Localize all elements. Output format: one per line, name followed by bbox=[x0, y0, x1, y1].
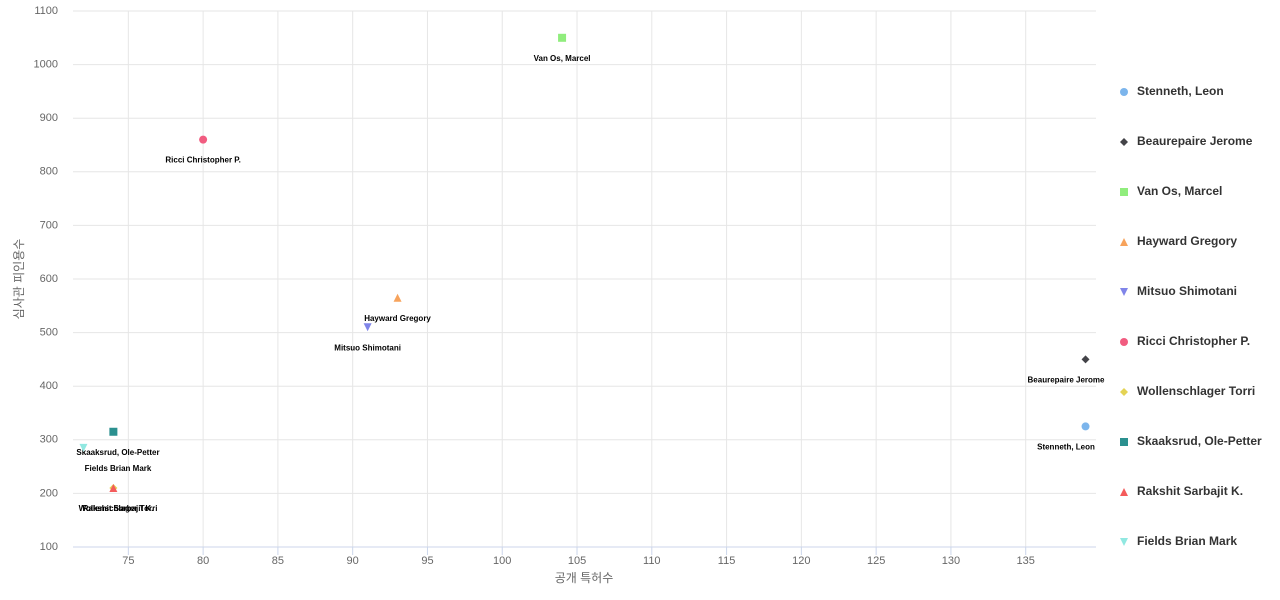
data-label: Beaurepaire Jerome bbox=[1028, 376, 1105, 385]
x-tick-label: 90 bbox=[347, 555, 359, 567]
x-tick-label: 130 bbox=[942, 555, 960, 567]
y-tick-label: 900 bbox=[40, 112, 58, 124]
legend-label: Van Os, Marcel bbox=[1137, 184, 1222, 198]
point bbox=[393, 293, 402, 302]
x-tick-label: 110 bbox=[643, 555, 661, 567]
y-tick-label: 800 bbox=[40, 166, 58, 178]
legend-marker bbox=[1120, 88, 1128, 96]
y-tick-label: 400 bbox=[40, 380, 58, 392]
legend-marker bbox=[1120, 338, 1128, 346]
x-tick-label: 120 bbox=[792, 555, 810, 567]
legend-marker bbox=[1120, 288, 1128, 296]
y-tick-label: 500 bbox=[40, 327, 58, 339]
legend-marker bbox=[1120, 138, 1128, 146]
x-axis-title: 공개 특허수 bbox=[555, 571, 614, 585]
x-tick-label: 135 bbox=[1017, 555, 1035, 567]
x-tick-label: 80 bbox=[197, 555, 209, 567]
y-tick-label: 100 bbox=[40, 541, 58, 553]
x-tick-label: 75 bbox=[122, 555, 134, 567]
data-label: Van Os, Marcel bbox=[534, 54, 591, 63]
y-tick-label: 200 bbox=[40, 487, 58, 499]
legend-label: Beaurepaire Jerome bbox=[1137, 134, 1253, 148]
point bbox=[109, 427, 118, 436]
point bbox=[558, 33, 567, 42]
y-tick-label: 600 bbox=[40, 273, 58, 285]
point bbox=[109, 484, 118, 493]
point bbox=[199, 135, 208, 144]
legend-marker bbox=[1120, 238, 1128, 246]
y-tick-label: 700 bbox=[40, 219, 58, 231]
x-tick-label: 125 bbox=[867, 555, 885, 567]
legend-marker bbox=[1120, 188, 1128, 196]
data-label: Wollenschlager Torri bbox=[79, 504, 158, 513]
data-label: Stenneth, Leon bbox=[1037, 443, 1095, 452]
legend-label: Skaaksrud, Ole-Petter bbox=[1137, 434, 1262, 448]
legend-marker bbox=[1120, 438, 1128, 446]
legend-label: Hayward Gregory bbox=[1137, 234, 1237, 248]
y-axis-title: 심사관 피인용수 bbox=[12, 239, 26, 320]
x-tick-label: 85 bbox=[272, 555, 284, 567]
data-label: Hayward Gregory bbox=[364, 314, 431, 323]
legend-marker bbox=[1120, 488, 1128, 496]
y-tick-label: 1100 bbox=[34, 5, 58, 17]
legend-label: Rakshit Sarbajit K. bbox=[1137, 484, 1243, 498]
legend-label: Stenneth, Leon bbox=[1137, 84, 1224, 98]
point bbox=[79, 443, 88, 452]
legend-marker bbox=[1120, 538, 1128, 546]
point bbox=[363, 323, 372, 332]
data-label: Ricci Christopher P. bbox=[165, 156, 240, 165]
y-tick-label: 1000 bbox=[34, 59, 58, 71]
x-tick-label: 105 bbox=[568, 555, 586, 567]
data-label: Skaaksrud, Ole-Petter bbox=[76, 448, 159, 457]
legend-marker bbox=[1120, 388, 1128, 396]
legend-label: Wollenschlager Torri bbox=[1137, 384, 1255, 398]
point bbox=[1081, 422, 1090, 431]
data-label: Fields Brian Mark bbox=[85, 464, 152, 473]
legend-label: Ricci Christopher P. bbox=[1137, 334, 1250, 348]
data-label: Rakshit Sarbajit K. bbox=[83, 504, 154, 513]
data-label: Mitsuo Shimotani bbox=[334, 343, 401, 352]
x-tick-label: 115 bbox=[718, 555, 736, 567]
legend-label: Fields Brian Mark bbox=[1137, 534, 1237, 548]
x-tick-label: 100 bbox=[493, 555, 511, 567]
point bbox=[1081, 355, 1090, 364]
x-tick-label: 95 bbox=[421, 555, 433, 567]
y-tick-label: 300 bbox=[40, 434, 58, 446]
legend-label: Mitsuo Shimotani bbox=[1137, 284, 1237, 298]
